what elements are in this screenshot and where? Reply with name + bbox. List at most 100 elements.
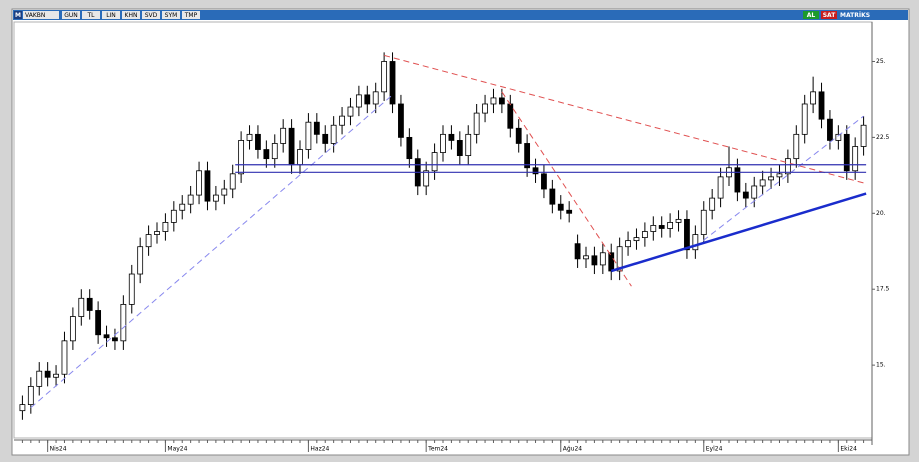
candle-body	[398, 103, 404, 138]
y-tick-label: 25.	[876, 58, 886, 65]
candle-body	[154, 231, 160, 235]
toolbar-button-box[interactable]	[102, 11, 120, 19]
candle-body	[650, 225, 657, 232]
candle-body	[389, 61, 396, 105]
x-tick-label: Nis24	[50, 446, 67, 453]
logo-box	[14, 11, 22, 19]
candle-body	[566, 209, 573, 214]
candle-body	[280, 127, 287, 144]
candle-body	[473, 112, 480, 135]
candle-body	[229, 173, 236, 190]
toolbar-button[interactable]: SYM	[165, 12, 178, 19]
candle-body	[742, 191, 749, 199]
candle-body	[583, 255, 589, 260]
candle-body	[684, 218, 690, 251]
candle-body	[112, 337, 118, 342]
toolbar-button-box[interactable]	[182, 11, 200, 19]
candle-body	[322, 133, 329, 144]
toolbar-button-box[interactable]	[162, 11, 180, 19]
y-tick-label: 22.5	[876, 134, 890, 141]
toolbar-button[interactable]: TMP	[184, 12, 198, 19]
x-tick-label: Tem24	[427, 446, 448, 453]
candle-body	[255, 133, 261, 150]
toolbar-button-box[interactable]	[62, 11, 80, 19]
candle-body	[347, 106, 354, 117]
candle-body	[524, 143, 531, 169]
candle-body	[625, 240, 631, 248]
buy-box[interactable]	[803, 11, 819, 19]
candle-body	[212, 194, 219, 202]
toolbar-button[interactable]: TL	[86, 12, 95, 19]
candle-body	[599, 252, 606, 266]
x-tick-label: Eki24	[840, 446, 857, 453]
candle-body	[339, 115, 345, 126]
candle-body	[498, 97, 505, 105]
y-tick-label: 20.	[876, 210, 886, 217]
toolbar-button[interactable]: GUN	[64, 12, 78, 19]
candle-body	[641, 231, 648, 238]
candle-body	[330, 124, 337, 144]
candle-body	[271, 143, 278, 160]
y-tick-label: 15.	[876, 362, 886, 369]
candle-body	[852, 146, 859, 172]
trend-line	[383, 54, 864, 184]
candle-body	[667, 222, 674, 229]
symbol-box[interactable]	[23, 11, 59, 19]
toolbar-button[interactable]: LIN	[106, 12, 116, 19]
candle-body	[456, 140, 463, 157]
toolbar-button[interactable]: KHN	[125, 12, 138, 19]
candle-body	[700, 209, 707, 235]
trend-line	[695, 115, 864, 248]
toolbar-buttons: GUN TL LIN KHN SVD SYM TMP	[62, 11, 200, 19]
candle-body	[818, 91, 825, 120]
candle-body	[482, 103, 488, 114]
toolbar-button[interactable]: SVD	[145, 12, 158, 19]
candle-body	[616, 246, 623, 272]
candle-body	[608, 252, 615, 272]
candle-body	[776, 173, 783, 178]
candle-body	[448, 133, 455, 141]
buy-button[interactable]: AL	[807, 12, 816, 19]
candle-body	[431, 152, 438, 172]
logo: M	[15, 12, 21, 19]
sell-box[interactable]	[821, 11, 837, 19]
candle-body	[860, 124, 867, 147]
candle-body	[103, 334, 110, 339]
candle-body	[170, 209, 177, 223]
candle-body	[751, 185, 758, 199]
candle-body	[162, 222, 169, 232]
candle-body	[78, 297, 85, 317]
candle-body	[810, 91, 817, 105]
y-tick-label: 17.5	[876, 286, 890, 293]
candle-body	[61, 340, 68, 375]
candle-body	[675, 218, 682, 223]
candle-body	[406, 136, 413, 160]
candle-body	[204, 170, 211, 202]
candle-body	[53, 373, 59, 378]
candle-body	[288, 127, 295, 166]
candle-body	[574, 243, 581, 260]
candle-body	[507, 103, 514, 129]
candle-body	[372, 91, 379, 105]
candle-body	[263, 149, 270, 160]
toolbar-button-box[interactable]	[82, 11, 100, 19]
candle-body	[44, 370, 51, 378]
x-tick-label: May24	[167, 446, 187, 453]
candle-body	[19, 404, 26, 412]
candle-body	[440, 133, 446, 153]
candle-body	[709, 197, 716, 211]
toolbar-button-box[interactable]	[122, 11, 140, 19]
candle-body	[591, 255, 598, 266]
candle-body	[827, 118, 833, 141]
trend-line	[501, 91, 632, 287]
symbol[interactable]: VAKBN	[25, 12, 45, 19]
candle-body	[658, 225, 665, 229]
candle-body	[297, 149, 303, 166]
candle-body	[27, 385, 34, 405]
toolbar-button-box[interactable]	[142, 11, 160, 19]
sell-button[interactable]: SAT	[823, 12, 836, 19]
candle-body	[128, 273, 135, 305]
candle-body	[381, 61, 388, 93]
candle-body	[835, 133, 842, 141]
